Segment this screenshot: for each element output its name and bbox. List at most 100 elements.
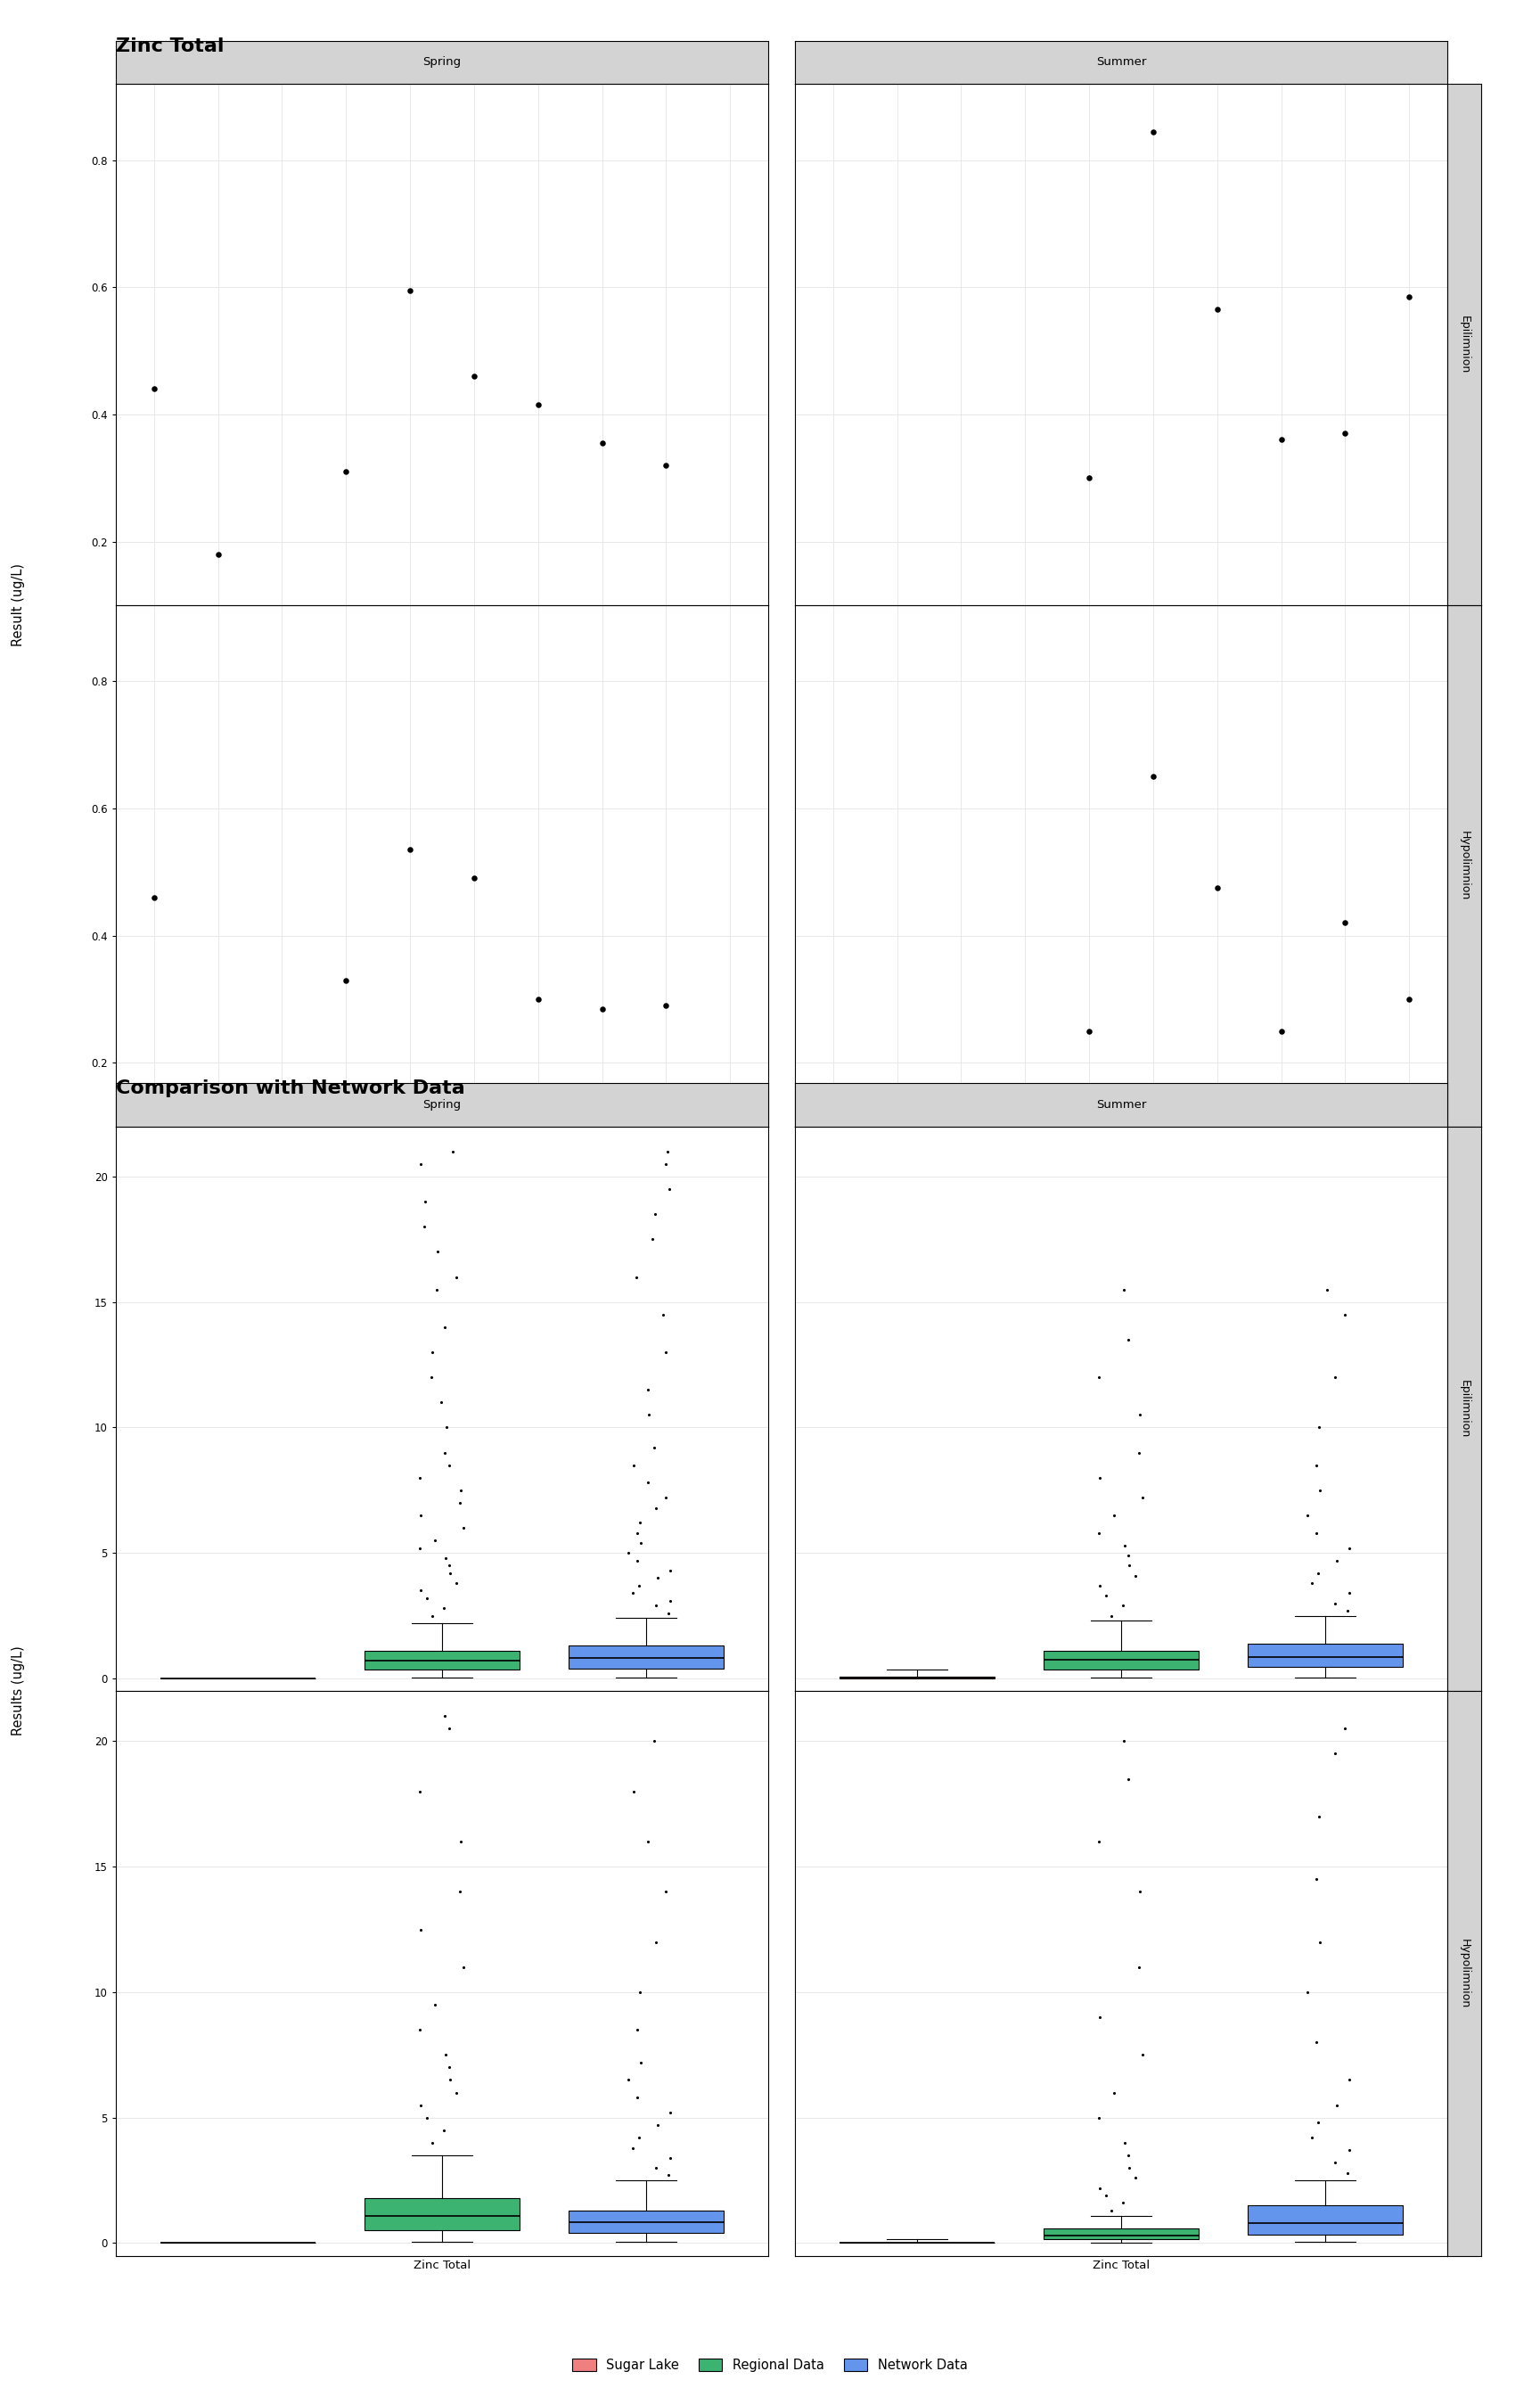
- Point: [1087, 1823, 1112, 1862]
- Point: [408, 1572, 433, 1610]
- Point: [616, 2061, 641, 2099]
- Point: [1076, 1011, 1101, 1049]
- Point: [656, 1133, 681, 1172]
- Point: [1093, 2176, 1118, 2214]
- Point: [436, 2049, 460, 2087]
- Point: [525, 386, 550, 424]
- Point: [433, 2037, 457, 2075]
- Point: [419, 1359, 444, 1397]
- Point: [1076, 458, 1101, 496]
- Point: [653, 1145, 678, 1184]
- Point: [397, 271, 422, 309]
- Point: [425, 1232, 450, 1270]
- Point: [658, 1581, 682, 1620]
- Point: [408, 1459, 433, 1498]
- Point: [1337, 2130, 1361, 2168]
- Point: [1116, 1545, 1141, 1584]
- Point: [419, 1596, 444, 1634]
- Text: Spring: Spring: [424, 58, 460, 67]
- Point: [653, 1478, 678, 1517]
- Point: [628, 1524, 653, 1562]
- Point: [433, 1308, 457, 1347]
- Point: [440, 1133, 465, 1172]
- Point: [1093, 1577, 1118, 1615]
- Point: [1127, 1397, 1152, 1435]
- Point: [142, 369, 166, 407]
- Text: Result (ug/L): Result (ug/L): [12, 563, 25, 647]
- Point: [1304, 2022, 1329, 2061]
- Point: [1306, 1555, 1331, 1593]
- Point: [1115, 2137, 1140, 2176]
- Text: Epilimnion: Epilimnion: [1458, 1380, 1471, 1438]
- Point: [644, 1586, 668, 1624]
- Point: [408, 1773, 433, 1811]
- Point: [625, 2077, 650, 2116]
- Point: [1323, 1359, 1348, 1397]
- Point: [656, 1169, 681, 1208]
- Point: [656, 1593, 681, 1632]
- Point: [636, 1823, 661, 1862]
- Point: [462, 860, 487, 898]
- Point: [1397, 980, 1421, 1018]
- Point: [627, 1972, 651, 2010]
- Text: Epilimnion: Epilimnion: [1458, 316, 1471, 374]
- Point: [645, 1560, 670, 1598]
- Point: [437, 1445, 462, 1483]
- Point: [431, 2111, 456, 2149]
- Point: [1087, 1459, 1112, 1498]
- Point: [462, 357, 487, 395]
- Point: [1115, 1536, 1140, 1574]
- Point: [407, 1529, 431, 1567]
- Point: [433, 1696, 457, 1735]
- Point: [1101, 2073, 1126, 2111]
- Text: Zinc Total: Zinc Total: [116, 38, 223, 55]
- Point: [1141, 757, 1166, 795]
- Point: [1110, 1586, 1135, 1624]
- Point: [656, 2156, 681, 2195]
- Point: [1295, 1495, 1320, 1533]
- Point: [428, 1382, 453, 1421]
- Point: [658, 2094, 682, 2132]
- Point: [414, 1579, 439, 1617]
- Point: [1332, 415, 1357, 453]
- Point: [1315, 1270, 1340, 1308]
- Bar: [1247, 1644, 1403, 1668]
- Point: [525, 980, 550, 1018]
- Point: [1087, 1567, 1112, 1605]
- Legend: Sugar Lake, Regional Data, Network Data: Sugar Lake, Regional Data, Network Data: [567, 2353, 973, 2377]
- Point: [653, 1332, 678, 1371]
- Point: [425, 1270, 450, 1308]
- Point: [1086, 2099, 1110, 2137]
- Point: [1337, 1574, 1361, 1613]
- Point: [1127, 1433, 1152, 1471]
- Point: [658, 1550, 682, 1589]
- Point: [444, 2073, 468, 2111]
- Point: [625, 1514, 650, 1553]
- Point: [444, 1565, 468, 1603]
- Point: [422, 1521, 447, 1560]
- Point: [1127, 1948, 1152, 1986]
- Point: [334, 453, 359, 491]
- Point: [397, 831, 422, 870]
- Point: [644, 1488, 668, 1526]
- Point: [616, 1533, 641, 1572]
- Point: [1337, 2061, 1361, 2099]
- Point: [419, 2123, 444, 2161]
- Point: [408, 1495, 433, 1533]
- Point: [1112, 1270, 1137, 1308]
- Point: [434, 1409, 459, 1447]
- Point: [1087, 2168, 1112, 2207]
- Point: [1306, 2104, 1331, 2142]
- Point: [451, 1509, 476, 1548]
- Point: [1307, 1924, 1332, 1962]
- Point: [627, 1505, 651, 1543]
- Point: [1304, 1859, 1329, 1898]
- Point: [1323, 1584, 1348, 1622]
- Point: [1307, 1471, 1332, 1509]
- Text: Hypolimnion: Hypolimnion: [1458, 1938, 1471, 2008]
- Point: [437, 2061, 462, 2099]
- Point: [1306, 1797, 1331, 1835]
- Bar: [568, 1646, 724, 1668]
- Point: [1304, 1514, 1329, 1553]
- Point: [1300, 1565, 1324, 1603]
